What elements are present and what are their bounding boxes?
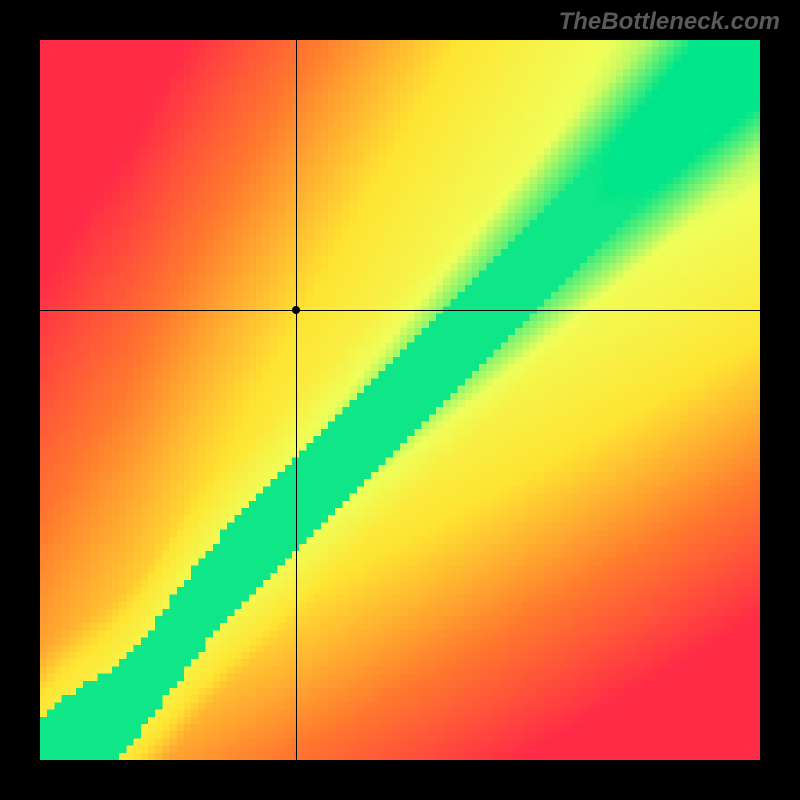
plot-area: [40, 40, 760, 760]
watermark-text: TheBottleneck.com: [559, 8, 780, 36]
crosshair-vertical: [296, 40, 297, 760]
crosshair-marker: [292, 306, 300, 314]
heatmap-canvas: [40, 40, 760, 760]
crosshair-horizontal: [40, 310, 760, 311]
